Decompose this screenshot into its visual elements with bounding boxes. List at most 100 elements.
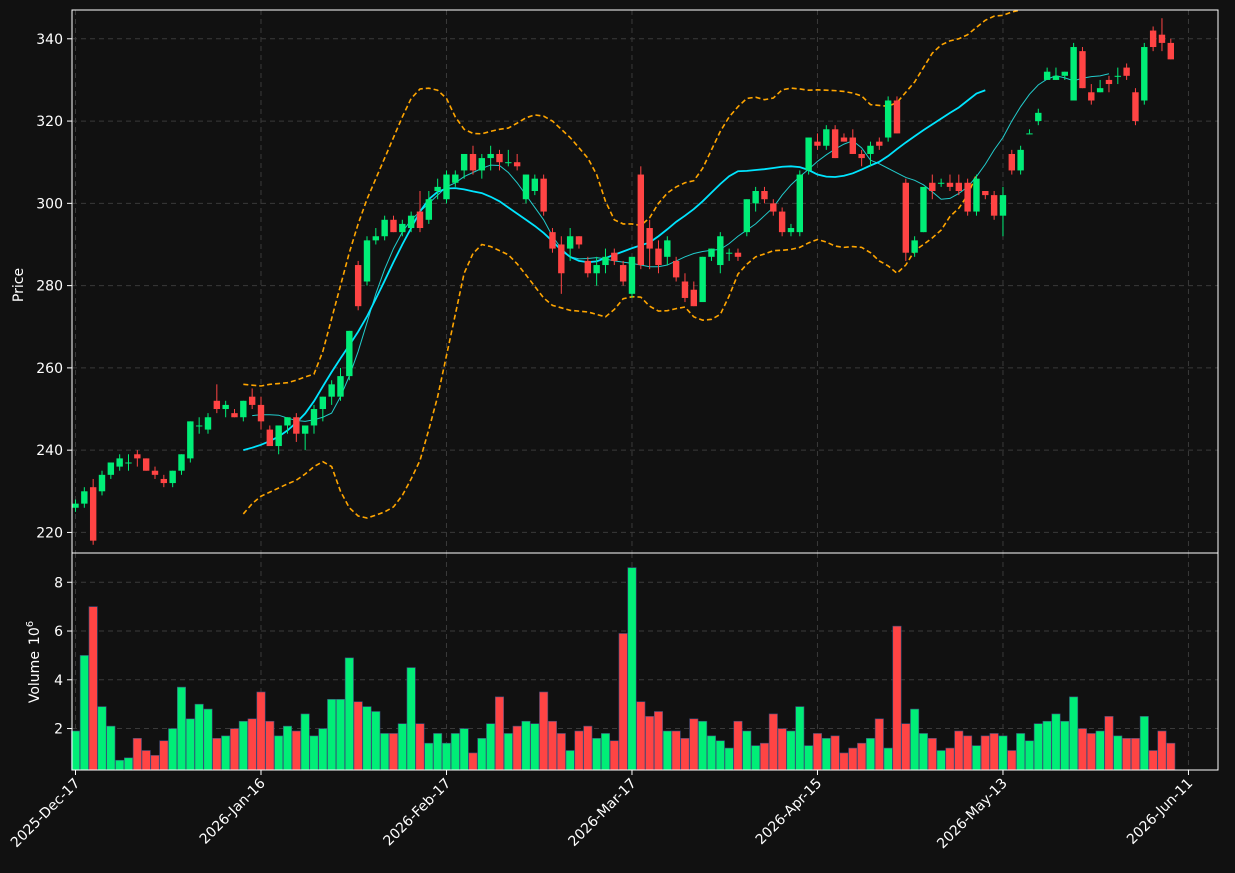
volume-bar-119 — [1122, 738, 1132, 771]
candle-body-18 — [231, 413, 238, 418]
candle-body-104 — [990, 195, 998, 216]
candle-body-31 — [346, 330, 353, 377]
volume-bar-84 — [812, 733, 822, 771]
candle-114 — [1079, 47, 1086, 89]
volume-bar-12 — [176, 686, 186, 771]
candle-117 — [1105, 75, 1113, 93]
candle-body-113 — [1070, 47, 1077, 101]
candle-body-27 — [310, 409, 318, 426]
candle-103 — [982, 191, 989, 200]
candle-body-58 — [584, 260, 592, 274]
volume-bar-33 — [362, 706, 372, 771]
candle-24 — [284, 417, 291, 434]
candle-80 — [778, 207, 786, 237]
volume-bar-53 — [539, 691, 549, 771]
candle-body-8 — [142, 458, 150, 471]
volume-bar-8 — [141, 750, 151, 771]
volume-bar-105 — [998, 735, 1008, 771]
candle-74 — [725, 248, 733, 261]
candle-68 — [672, 256, 680, 282]
candle-63 — [628, 256, 636, 298]
volume-bar-111 — [1051, 713, 1061, 771]
candle-body-56 — [566, 236, 574, 249]
candle-body-100 — [955, 182, 962, 191]
candle-body-82 — [796, 174, 804, 233]
volume-bar-110 — [1042, 720, 1052, 771]
candle-body-21 — [257, 404, 265, 422]
candle-57 — [575, 236, 583, 249]
volume-bar-25 — [291, 730, 301, 771]
candle-body-60 — [602, 256, 609, 266]
candle-77 — [752, 186, 759, 212]
candle-body-94 — [902, 182, 910, 253]
volume-bar-118 — [1113, 735, 1123, 771]
candle-120 — [1132, 88, 1139, 126]
candle-body-119 — [1123, 67, 1130, 76]
candle-92 — [884, 96, 892, 142]
candle-body-79 — [770, 203, 777, 212]
volume-bar-56 — [565, 750, 575, 771]
candle-body-73 — [717, 236, 724, 266]
volume-bar-69 — [680, 738, 690, 771]
candle-22 — [266, 425, 274, 447]
volume-bar-102 — [971, 745, 981, 771]
candle-91 — [876, 137, 883, 150]
volume-bar-86 — [830, 735, 840, 771]
volume-bar-77 — [751, 745, 761, 771]
price-tick-label-2: 260 — [36, 361, 63, 377]
candle-28 — [319, 396, 327, 422]
candle-19 — [240, 400, 247, 422]
volume-y-axis: 2 4 6 8 — [54, 575, 72, 738]
volume-bar-79 — [768, 713, 778, 771]
candle-66 — [655, 240, 662, 274]
candle-44 — [460, 153, 468, 179]
candle-body-83 — [805, 137, 812, 171]
candle-body-117 — [1105, 79, 1113, 85]
candle-7 — [134, 450, 141, 467]
candle-body-23 — [275, 425, 282, 447]
candle-36 — [390, 215, 397, 233]
candle-58 — [584, 256, 592, 278]
volume-bar-10 — [159, 740, 169, 771]
candle-1 — [81, 487, 88, 508]
volume-bar-80 — [777, 728, 787, 771]
candle-17 — [222, 400, 229, 418]
candle-116 — [1096, 79, 1104, 93]
candle-body-24 — [284, 417, 291, 426]
volume-bar-67 — [662, 730, 672, 771]
volume-bar-99 — [945, 747, 955, 771]
volume-bar-78 — [759, 742, 769, 771]
volume-bar-41 — [433, 733, 443, 771]
candle-64 — [637, 166, 645, 270]
candle-body-3 — [98, 474, 106, 492]
volume-bar-16 — [212, 738, 222, 771]
candle-body-48 — [496, 153, 503, 163]
candle-body-11 — [169, 470, 176, 484]
volume-bar-63 — [627, 567, 637, 771]
candle-41 — [434, 178, 441, 200]
candle-body-55 — [558, 244, 565, 274]
volume-bar-34 — [371, 711, 381, 771]
candle-50 — [513, 153, 521, 171]
candle-38 — [407, 211, 415, 233]
candle-26 — [301, 425, 309, 451]
volume-bar-62 — [618, 633, 628, 771]
candle-body-116 — [1096, 88, 1104, 93]
candle-111 — [1052, 67, 1060, 80]
volume-bar-36 — [388, 733, 398, 771]
candle-body-99 — [946, 182, 954, 187]
candle-9 — [151, 466, 159, 479]
candle-body-39 — [416, 211, 424, 229]
price-y-axis: 220 240 260 280 300 320 340 — [36, 32, 72, 541]
volume-bar-106 — [1007, 750, 1017, 771]
candle-70 — [690, 281, 698, 307]
candle-body-93 — [893, 100, 901, 134]
candle-47 — [487, 145, 494, 171]
candle-96 — [920, 186, 927, 233]
candle-5 — [116, 454, 123, 471]
candle-65 — [646, 219, 653, 270]
candle-29 — [328, 380, 335, 405]
candle-body-89 — [858, 153, 865, 159]
price-tick-label-0: 220 — [36, 525, 63, 541]
volume-bar-90 — [865, 738, 875, 771]
